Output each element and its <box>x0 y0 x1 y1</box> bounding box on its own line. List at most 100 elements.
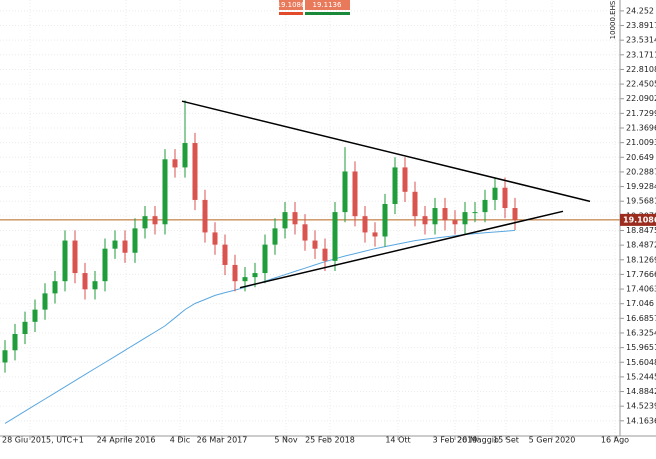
y-tick-label: 22.8108 <box>626 65 656 74</box>
candle-body <box>142 216 148 229</box>
candle-body <box>332 212 338 261</box>
candle-body <box>482 199 488 213</box>
ask-bar <box>305 12 350 15</box>
candle-body <box>232 264 238 282</box>
candle-body <box>2 350 8 363</box>
x-tick-label: 28 Giu 2015, UTC+1 <box>2 436 84 445</box>
candle-body <box>92 281 98 290</box>
candle-body <box>152 216 158 225</box>
candle-body <box>382 203 388 237</box>
candle-body <box>442 208 448 221</box>
candle-body <box>102 248 108 282</box>
candle-body <box>492 187 498 200</box>
candle-body <box>12 334 18 351</box>
candle-body <box>212 232 218 245</box>
candle-body <box>372 232 378 237</box>
price-tag <box>620 213 656 226</box>
y-tick-label: 23.8917 <box>626 21 656 30</box>
ask-text: 19.1136 <box>313 1 342 9</box>
y-tick-label: 14.5239 <box>626 402 656 411</box>
price-tag-text: 19.1086 <box>623 215 656 224</box>
y-tick-label: 16.3254 <box>626 328 656 337</box>
y-tick-label: 21.0093 <box>626 138 656 147</box>
price-badges: 19.1086 19.1136 <box>277 0 350 15</box>
y-tick-label: 18.4872 <box>626 241 656 250</box>
candle-body <box>42 293 48 310</box>
bid-text: 19.1086 <box>277 1 306 9</box>
y-tick-label: 15.6048 <box>626 358 656 367</box>
y-tick-label: 14.1636 <box>626 416 656 425</box>
candle-body <box>462 212 468 225</box>
candle-body <box>132 228 138 253</box>
candle-body <box>242 277 248 282</box>
candle-body <box>52 281 58 294</box>
y-tick-label: 14.8842 <box>626 387 656 396</box>
candle-body <box>32 309 38 322</box>
y-tick-label: 20.649 <box>626 153 654 162</box>
candle-body <box>282 212 288 229</box>
x-tick-label: 5 Nov <box>274 436 298 445</box>
candle-body <box>202 199 208 233</box>
candle-body <box>162 159 168 225</box>
y-tick-label: 24.252 <box>626 6 654 15</box>
y-tick-label: 21.7299 <box>626 109 656 118</box>
y-tick-label: 19.9284 <box>626 182 656 191</box>
candle-body <box>22 321 28 335</box>
candle-body <box>82 273 88 290</box>
y-tick-label: 21.3696 <box>626 124 656 133</box>
trendline <box>239 210 564 289</box>
x-tick-label: 3 Feb 2019 <box>433 436 478 445</box>
x-tick-label: 4 Dic <box>170 436 190 445</box>
candle-body <box>342 171 348 213</box>
candle-body <box>62 240 68 282</box>
x-tick-label: 25 Feb 2018 <box>305 436 355 445</box>
x-tick-label: 15 Set <box>493 436 519 445</box>
candle-body <box>392 167 398 204</box>
x-tick-label: 5 Gen 2020 <box>529 436 576 445</box>
y-tick-label: 17.4063 <box>626 285 656 294</box>
candle-body <box>182 143 188 168</box>
y-tick-label: 23.5314 <box>626 36 656 45</box>
candle-body <box>472 212 478 214</box>
candle-body <box>302 224 308 241</box>
x-tick-label: 24 Aprile 2016 <box>97 436 156 445</box>
candle-body <box>322 248 328 261</box>
candle-body <box>402 167 408 192</box>
x-tick-label: 14 Ott <box>385 436 410 445</box>
candle-body <box>452 220 458 225</box>
candle-body <box>192 143 198 200</box>
y-tick-label: 22.0902 <box>626 94 656 103</box>
candle-body <box>122 240 128 253</box>
x-tick-label: 26 Maggio <box>457 436 499 445</box>
x-tick-label: 26 Mar 2017 <box>197 436 248 445</box>
y-tick-label: 17.046 <box>626 299 654 308</box>
candle-body <box>112 240 118 249</box>
candle-body <box>352 171 358 217</box>
y-tick-label: 18.8475 <box>626 226 656 235</box>
trendline <box>181 100 591 203</box>
candle-body <box>362 216 368 233</box>
candle-body <box>172 159 178 168</box>
y-tick-label: 15.2445 <box>626 372 656 381</box>
candle-body <box>422 216 428 225</box>
candle-body <box>412 191 418 217</box>
ask-badge <box>305 0 350 10</box>
candle-body <box>312 240 318 249</box>
bid-badge <box>279 0 303 10</box>
candle-body <box>72 240 78 274</box>
y-tick-label: 19.5681 <box>626 197 656 206</box>
candle-body <box>252 273 258 278</box>
y-tick-label: 22.4505 <box>626 80 656 89</box>
candle-body <box>432 208 438 225</box>
y-tick-label: 23.1711 <box>626 50 656 59</box>
y-tick-label: 15.9651 <box>626 343 656 352</box>
candle-body <box>292 212 298 225</box>
candle-body <box>272 228 278 245</box>
x-tick-label: 16 Ago <box>601 436 629 445</box>
candle-body <box>222 244 228 265</box>
candle-body <box>502 187 508 209</box>
bid-bar <box>279 12 303 15</box>
side-note: 10000.EHS <box>609 0 617 39</box>
